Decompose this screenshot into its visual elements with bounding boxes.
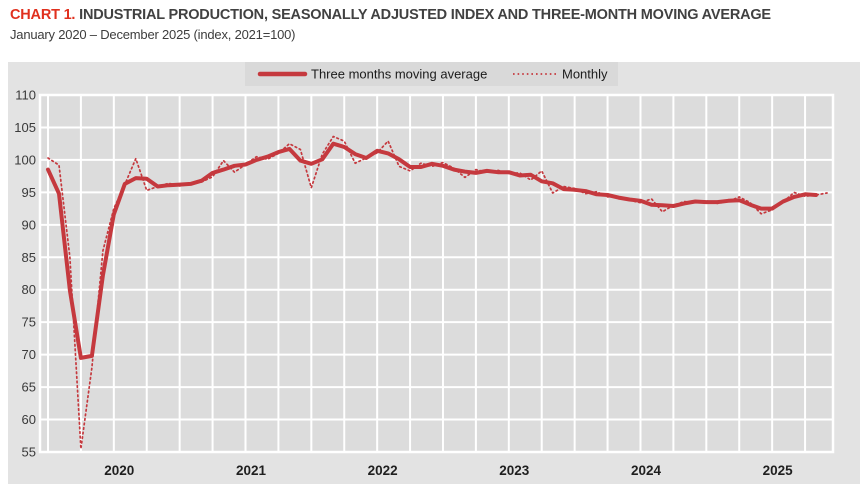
y-axis-tick-label: 105 [14,120,36,135]
x-axis-year-label: 2025 [763,463,794,478]
x-axis-year-label: 2024 [631,463,662,478]
chart-title: CHART 1. INDUSTRIAL PRODUCTION, SEASONAL… [10,7,860,23]
y-axis-tick-label: 95 [22,185,36,200]
x-axis-year-label: 2020 [104,463,134,478]
chart-canvas: 55 60 65 70 75 80 85 90 95 100 105 110 2020 2021 2022 2… [14,62,835,478]
y-axis-tick-label: 70 [22,347,36,362]
legend-label-moving-average: Three months moving average [311,67,487,82]
x-axis-year-label: 2022 [368,463,398,478]
y-axis-tick-label: 65 [22,380,36,395]
y-axis-tick-label: 100 [14,152,36,167]
chart-title-number: CHART 1. [10,7,76,23]
x-axis-year-label: 2023 [499,463,530,478]
plot-border [38,93,835,454]
y-axis-tick-label: 110 [15,88,36,103]
y-axis-tick-label: 80 [22,282,36,297]
y-axis-tick-label: 60 [22,412,36,427]
chart-title-text: INDUSTRIAL PRODUCTION, SEASONALLY ADJUST… [79,7,771,23]
y-axis-tick-label: 85 [22,250,36,265]
series-line-dotted [47,135,828,450]
y-axis-tick-label: 55 [22,445,36,460]
x-axis-year-label: 2021 [236,463,267,478]
legend-label-monthly: Monthly [562,67,608,82]
chart-subtitle: January 2020 – December 2025 (index, 202… [10,27,296,42]
plot-area [40,95,833,452]
chart-panel: 55 60 65 70 75 80 85 90 95 100 105 110 2020 2021 2022 2… [8,62,860,484]
y-axis-tick-label: 75 [22,315,36,330]
y-axis-tick-label: 90 [22,217,36,232]
